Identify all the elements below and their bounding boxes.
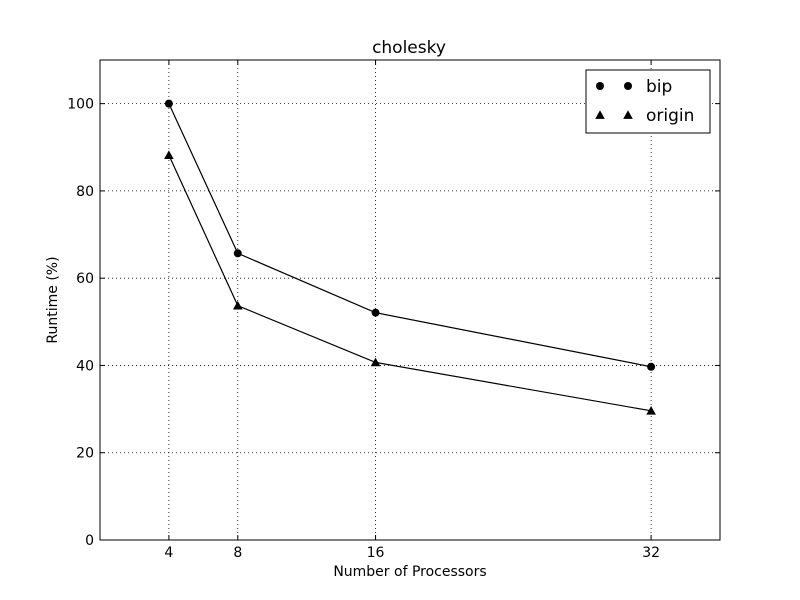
legend-marker-origin [623, 110, 633, 119]
point-origin [232, 300, 243, 310]
legend-marker-bip [624, 82, 632, 90]
y-axis-label: Runtime (%) [45, 256, 61, 343]
x-tick-label: 4 [164, 545, 173, 561]
series-line-origin [168, 154, 652, 412]
legend-box [585, 69, 711, 134]
legend: bip origin [585, 69, 711, 134]
x-tick-label: 8 [233, 545, 242, 561]
plot-frame [99, 59, 721, 541]
legend-marker-bip [596, 82, 604, 90]
point-origin [646, 406, 656, 415]
point-bip [371, 308, 380, 317]
legend-label-bip: bip [646, 77, 672, 97]
point-bip [233, 249, 242, 258]
chart-title: cholesky [372, 38, 446, 58]
point-origin [370, 357, 381, 367]
point-bip [164, 99, 173, 108]
y-axis-ticks: 0 20 40 60 80 100 [67, 97, 720, 549]
y-tick-label: 20 [76, 446, 94, 462]
x-tick-label: 32 [642, 545, 660, 561]
legend-marker-origin [595, 110, 605, 119]
markers [164, 99, 656, 415]
y-tick-label: 80 [76, 184, 94, 200]
series-line-bip [168, 103, 652, 368]
legend-label-origin: origin [646, 106, 694, 126]
y-tick-label: 60 [76, 271, 94, 287]
point-origin [164, 150, 174, 159]
series-lines [168, 103, 652, 412]
y-tick-label: 0 [85, 533, 94, 549]
point-bip [647, 362, 656, 371]
y-tick-label: 100 [67, 97, 94, 113]
y-tick-label: 40 [76, 358, 94, 374]
x-axis-ticks: 4 8 16 32 [164, 60, 660, 561]
x-tick-label: 16 [367, 545, 385, 561]
x-axis-label: Number of Processors [333, 564, 486, 580]
